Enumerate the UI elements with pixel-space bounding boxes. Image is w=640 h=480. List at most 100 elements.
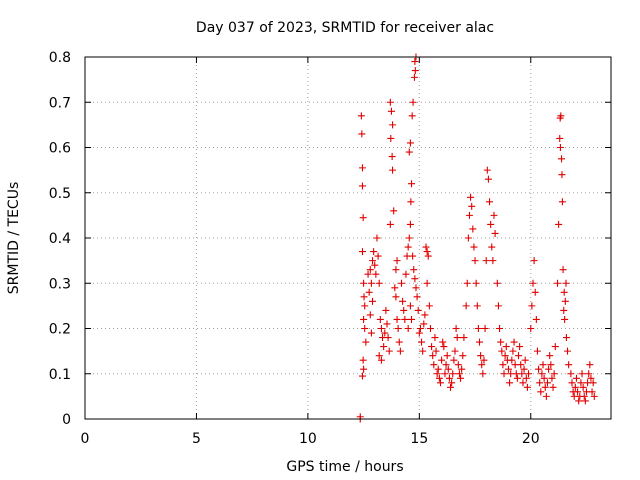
data-point <box>442 361 450 369</box>
data-point <box>380 343 388 351</box>
data-point <box>395 338 403 346</box>
data-point <box>394 325 402 332</box>
data-point <box>365 288 373 296</box>
data-point <box>411 58 419 66</box>
data-point <box>364 270 372 278</box>
data-point <box>459 352 467 360</box>
data-point <box>555 220 563 228</box>
data-point <box>493 279 501 287</box>
data-point <box>494 302 502 310</box>
data-points <box>356 53 598 423</box>
y-tick-label: 0.2 <box>49 322 71 338</box>
data-point <box>463 279 471 287</box>
data-point <box>450 356 458 364</box>
data-point <box>509 347 517 355</box>
data-point <box>408 315 416 323</box>
data-point <box>366 266 374 274</box>
data-point <box>387 134 395 142</box>
data-point <box>454 361 462 369</box>
data-point <box>410 266 418 274</box>
data-point <box>513 374 521 382</box>
data-point <box>572 374 580 382</box>
data-point <box>449 370 457 378</box>
data-point <box>551 343 559 351</box>
data-point <box>366 311 374 319</box>
data-point <box>508 356 516 364</box>
data-point <box>370 248 378 256</box>
data-point <box>548 374 556 382</box>
data-point <box>532 315 540 323</box>
data-point <box>406 302 414 310</box>
data-point <box>465 211 473 219</box>
data-point <box>486 198 494 206</box>
data-point <box>577 379 585 387</box>
data-point <box>490 211 498 219</box>
data-point <box>374 252 382 260</box>
data-point <box>477 352 485 360</box>
data-point <box>372 270 380 278</box>
data-point <box>376 315 384 323</box>
x-axis-ticks: 0 5 10 15 20 <box>81 57 540 447</box>
data-point <box>476 338 483 346</box>
data-point <box>559 266 567 274</box>
data-point <box>558 171 566 179</box>
data-point <box>408 112 416 120</box>
data-point <box>360 315 368 323</box>
y-axis-label: SRMTID / TECUs <box>6 182 22 295</box>
data-point <box>420 320 428 328</box>
data-point <box>392 293 400 301</box>
data-point <box>546 352 554 360</box>
data-point <box>556 144 564 151</box>
data-point <box>491 229 499 237</box>
data-point <box>580 392 588 400</box>
data-point <box>520 365 528 373</box>
data-point <box>362 338 370 346</box>
data-point <box>473 302 481 310</box>
data-point <box>543 379 551 387</box>
plot-frame <box>84 56 612 420</box>
data-point <box>531 288 539 296</box>
data-point <box>538 370 546 378</box>
data-point <box>440 343 448 351</box>
data-point <box>571 383 579 391</box>
data-point <box>470 243 478 251</box>
data-point <box>389 166 397 174</box>
data-point <box>458 365 466 373</box>
data-point <box>581 397 589 405</box>
data-point <box>373 234 381 242</box>
data-point <box>533 347 541 355</box>
data-point <box>545 365 553 373</box>
data-point <box>462 302 470 310</box>
data-point <box>369 297 377 305</box>
data-point <box>452 325 460 332</box>
data-point <box>483 166 491 174</box>
data-point <box>541 383 549 391</box>
data-point <box>562 279 570 287</box>
y-axis-ticks: 0 0.1 0.2 0.3 0.4 0.5 0.6 0.7 0.8 <box>49 50 611 428</box>
data-point <box>502 343 510 351</box>
data-point <box>501 352 509 360</box>
data-point <box>560 288 568 296</box>
data-point <box>497 338 505 346</box>
data-point <box>516 343 524 351</box>
data-point <box>578 370 586 378</box>
data-point <box>474 325 482 332</box>
data-point <box>388 153 396 161</box>
data-point <box>410 73 418 81</box>
data-point <box>416 325 424 332</box>
data-point <box>415 329 423 337</box>
data-point <box>457 374 465 382</box>
data-point <box>404 243 412 251</box>
data-point <box>424 252 432 260</box>
data-point <box>358 182 366 190</box>
data-point <box>445 374 453 382</box>
data-point <box>367 279 375 287</box>
data-point <box>489 257 497 265</box>
data-point <box>554 279 562 287</box>
data-point <box>564 347 572 355</box>
data-point <box>425 302 433 310</box>
data-point <box>412 284 420 292</box>
data-point <box>556 134 564 142</box>
data-point <box>435 374 443 382</box>
